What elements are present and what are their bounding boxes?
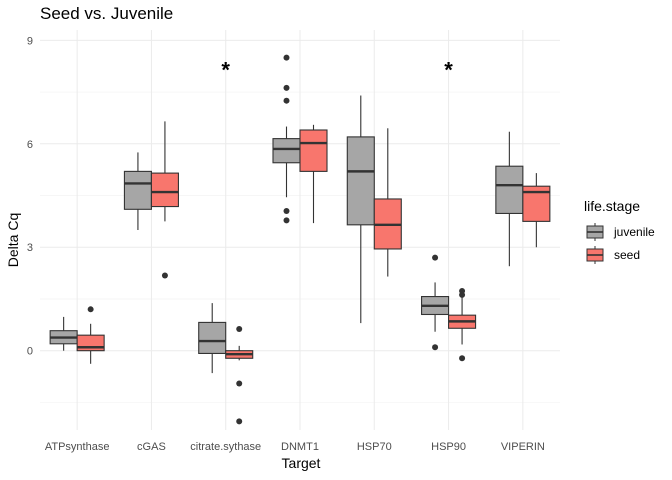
legend-title: life.stage: [584, 198, 640, 214]
box-seed-HSP90: [448, 288, 477, 362]
grid-lines: [40, 30, 560, 430]
y-tick-label: 0: [27, 346, 33, 358]
outlier-point: [236, 380, 243, 387]
significance-marker: *: [444, 57, 453, 82]
outlier-point: [283, 208, 290, 215]
legend-item-juvenile: juvenile: [585, 222, 655, 242]
box-body: [299, 129, 328, 172]
x-tick-label: VIPERIN: [501, 441, 545, 453]
boxes-layer: [49, 54, 551, 425]
outlier-point: [283, 84, 290, 91]
outlier-point: [283, 54, 290, 61]
y-axis-title: Delta Cq: [5, 213, 21, 267]
y-tick-label: 9: [27, 35, 33, 47]
box-juvenile-ATPsynthase: [49, 316, 78, 351]
box-seed-cGAS: [150, 121, 179, 279]
x-tick-label: DNMT1: [281, 441, 319, 453]
significance-marker: *: [221, 57, 230, 82]
outlier-point: [432, 344, 439, 351]
outlier-point: [161, 272, 168, 279]
box-seed-citrate.sythase: [225, 325, 254, 425]
box-body: [150, 172, 179, 208]
outlier-point: [87, 306, 94, 313]
annotations-layer: * *: [221, 57, 453, 82]
x-axis-title: Target: [282, 455, 321, 471]
x-tick-label: cGAS: [137, 441, 166, 453]
box-juvenile-HSP70: [346, 95, 375, 324]
box-body: [272, 138, 301, 164]
y-axis-ticks: 0 3 6 9: [27, 35, 33, 357]
legend: life.stage juvenile seed: [584, 198, 655, 265]
legend-label: juvenile: [613, 225, 655, 239]
legend-item-seed: seed: [585, 245, 640, 265]
chart-title: Seed vs. Juvenile: [40, 4, 173, 23]
box-seed-ATPsynthase: [76, 306, 105, 364]
outlier-point: [459, 355, 466, 362]
box-juvenile-HSP90: [421, 254, 450, 351]
x-tick-label: citrate.sythase: [190, 441, 261, 453]
box-seed-HSP70: [373, 128, 402, 277]
box-juvenile-cGAS: [123, 152, 152, 230]
box-seed-DNMT1: [299, 124, 328, 224]
box-body: [346, 136, 375, 226]
box-body: [198, 321, 227, 354]
outlier-point: [459, 288, 466, 295]
outlier-point: [283, 97, 290, 104]
x-tick-label: HSP90: [431, 441, 466, 453]
x-tick-label: ATPsynthase: [45, 441, 110, 453]
legend-label: seed: [614, 248, 640, 262]
x-tick-label: HSP70: [357, 441, 392, 453]
box-body: [495, 165, 524, 214]
box-seed-VIPERIN: [522, 173, 551, 248]
outlier-point: [283, 217, 290, 224]
box-juvenile-VIPERIN: [495, 131, 524, 267]
y-tick-label: 6: [27, 139, 33, 151]
box-body: [123, 170, 152, 210]
box-juvenile-citrate.sythase: [198, 303, 227, 374]
outlier-point: [236, 325, 243, 332]
x-axis-ticks: ATPsynthase cGAS citrate.sythase DNMT1 HSP70…: [45, 441, 545, 453]
outlier-point: [236, 418, 243, 425]
box-juvenile-DNMT1: [272, 54, 301, 224]
outlier-point: [432, 254, 439, 261]
y-tick-label: 3: [27, 242, 33, 254]
